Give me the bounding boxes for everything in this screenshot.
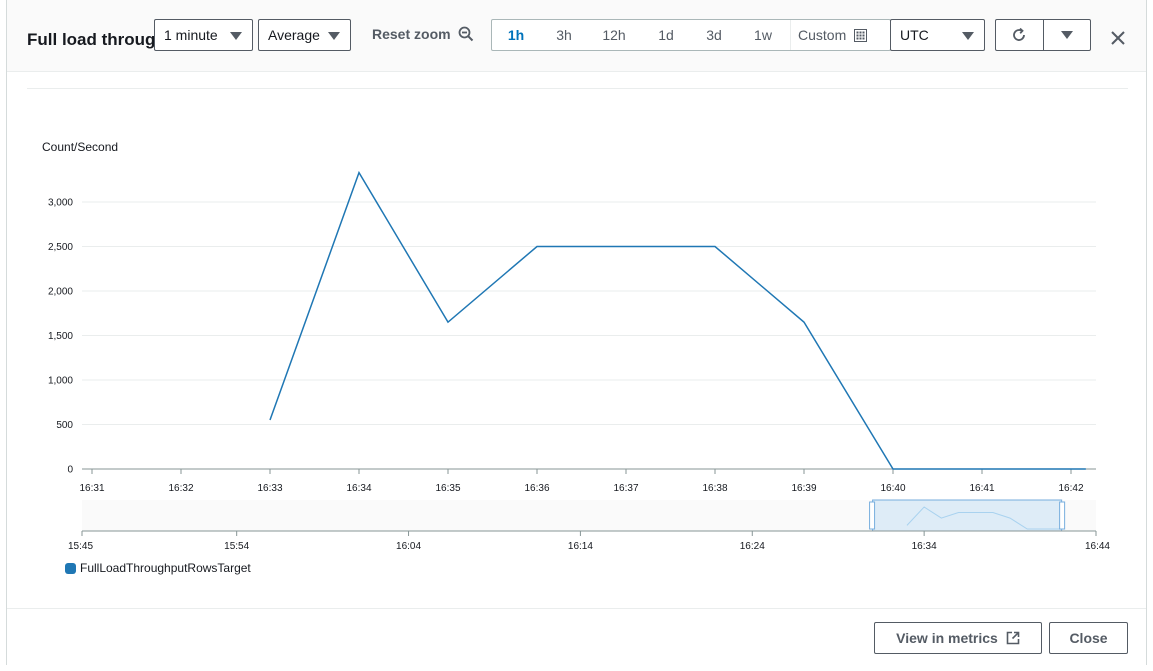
view-in-metrics-button[interactable]: View in metrics: [874, 622, 1042, 654]
navigator-right-handle: [1059, 501, 1066, 530]
range-1h[interactable]: 1h: [507, 27, 525, 43]
custom-range-label: Custom: [798, 27, 847, 43]
zoom-out-icon: [458, 26, 473, 42]
custom-range-button[interactable]: Custom: [790, 20, 882, 50]
x-tick-label: 16:38: [702, 483, 727, 494]
navigator-selection: [872, 499, 1063, 532]
modal-footer: View in metrics Close: [7, 608, 1146, 665]
line-chart: 0 500 1,000 1,500 2,000 2,500 3,000 16:31 16:32 1…: [48, 170, 1110, 552]
chart-legend[interactable]: FullLoadThroughputRowsTarget: [65, 561, 251, 575]
range-1d[interactable]: 1d: [658, 27, 674, 43]
range-3d[interactable]: 3d: [706, 27, 722, 43]
close-button[interactable]: Close: [1049, 622, 1128, 654]
legend-label: FullLoadThroughputRowsTarget: [80, 561, 251, 575]
modal-title: Full load throughput rows target: [27, 30, 155, 49]
navigator-tick-label: 16:44: [1085, 541, 1110, 552]
data-point: [624, 245, 628, 249]
y-tick-label: 2,500: [48, 242, 73, 253]
chevron-down-icon: [1060, 31, 1073, 39]
x-tick-label: 16:32: [168, 483, 193, 494]
refresh-button-group: [995, 19, 1091, 51]
time-range-selector: 1h 3h 12h 1d 3d 1w Custom: [491, 19, 891, 51]
external-link-icon: [1006, 631, 1020, 645]
data-point: [980, 467, 984, 471]
reset-zoom-label: Reset zoom: [372, 26, 451, 42]
data-point: [713, 245, 717, 249]
y-tick-label: 1,000: [48, 376, 73, 387]
x-tick-label: 16:41: [969, 483, 994, 494]
navigator-series-line: [906, 506, 1065, 530]
timezone-select-value: UTC: [900, 27, 929, 43]
chevron-down-icon: [962, 32, 974, 40]
navigator-tick-label: 15:54: [224, 541, 249, 552]
navigator-tick-label: 16:24: [740, 541, 765, 552]
data-point: [357, 171, 361, 175]
refresh-icon: [1013, 27, 1026, 41]
series-line: [269, 170, 1086, 470]
x-tick-label: 16:40: [880, 483, 905, 494]
range-12h[interactable]: 12h: [602, 27, 626, 43]
data-point: [268, 418, 272, 422]
navigator-background: [82, 500, 1096, 531]
timezone-select[interactable]: UTC: [890, 19, 985, 51]
metric-modal: Full load throughput rows target 1 minut…: [6, 0, 1147, 665]
refresh-options-button[interactable]: [1042, 20, 1091, 50]
y-tick-label: 3,000: [48, 198, 73, 209]
chevron-down-icon: [230, 32, 242, 40]
range-3h[interactable]: 3h: [556, 27, 572, 43]
x-tick-label: 16:36: [524, 483, 549, 494]
view-in-metrics-label: View in metrics: [896, 630, 998, 646]
content-divider: [27, 88, 1128, 89]
y-tick-label: 0: [67, 465, 73, 476]
close-icon[interactable]: [1109, 29, 1127, 47]
y-tick-label: 500: [56, 420, 73, 431]
data-point: [535, 245, 539, 249]
x-tick-label: 16:39: [791, 483, 816, 494]
refresh-button[interactable]: [996, 20, 1043, 50]
data-point: [802, 320, 806, 324]
x-tick-label: 16:35: [435, 483, 460, 494]
modal-header: Full load throughput rows target 1 minut…: [7, 0, 1146, 72]
navigator-tick-label: 16:14: [568, 541, 593, 552]
legend-swatch: [65, 562, 76, 574]
chevron-down-icon: [328, 32, 340, 40]
x-tick-label: 16:37: [613, 483, 638, 494]
y-axis-label: Count/Second: [42, 140, 119, 154]
range-1w[interactable]: 1w: [754, 27, 772, 43]
y-tick-label: 1,500: [48, 331, 73, 342]
statistic-select[interactable]: Average: [258, 19, 351, 51]
x-tick-label: 16:31: [79, 483, 104, 494]
data-point: [446, 320, 450, 324]
reset-zoom-button[interactable]: Reset zoom: [372, 26, 474, 42]
data-point: [891, 467, 895, 471]
period-select-value: 1 minute: [164, 27, 218, 43]
data-point: [1069, 467, 1073, 471]
calendar-icon: [854, 28, 868, 42]
x-tick-label: 16:42: [1058, 483, 1083, 494]
navigator-left-handle: [869, 501, 876, 530]
statistic-select-value: Average: [268, 27, 320, 43]
y-tick-label: 2,000: [48, 287, 73, 298]
navigator-tick-label: 16:34: [912, 541, 937, 552]
x-tick-label: 16:34: [346, 483, 371, 494]
navigator-tick-label: 16:04: [396, 541, 421, 552]
data-point: [1084, 467, 1088, 471]
period-select[interactable]: 1 minute: [154, 19, 253, 51]
x-tick-label: 16:33: [257, 483, 282, 494]
navigator-tick-label: 15:45: [68, 541, 93, 552]
